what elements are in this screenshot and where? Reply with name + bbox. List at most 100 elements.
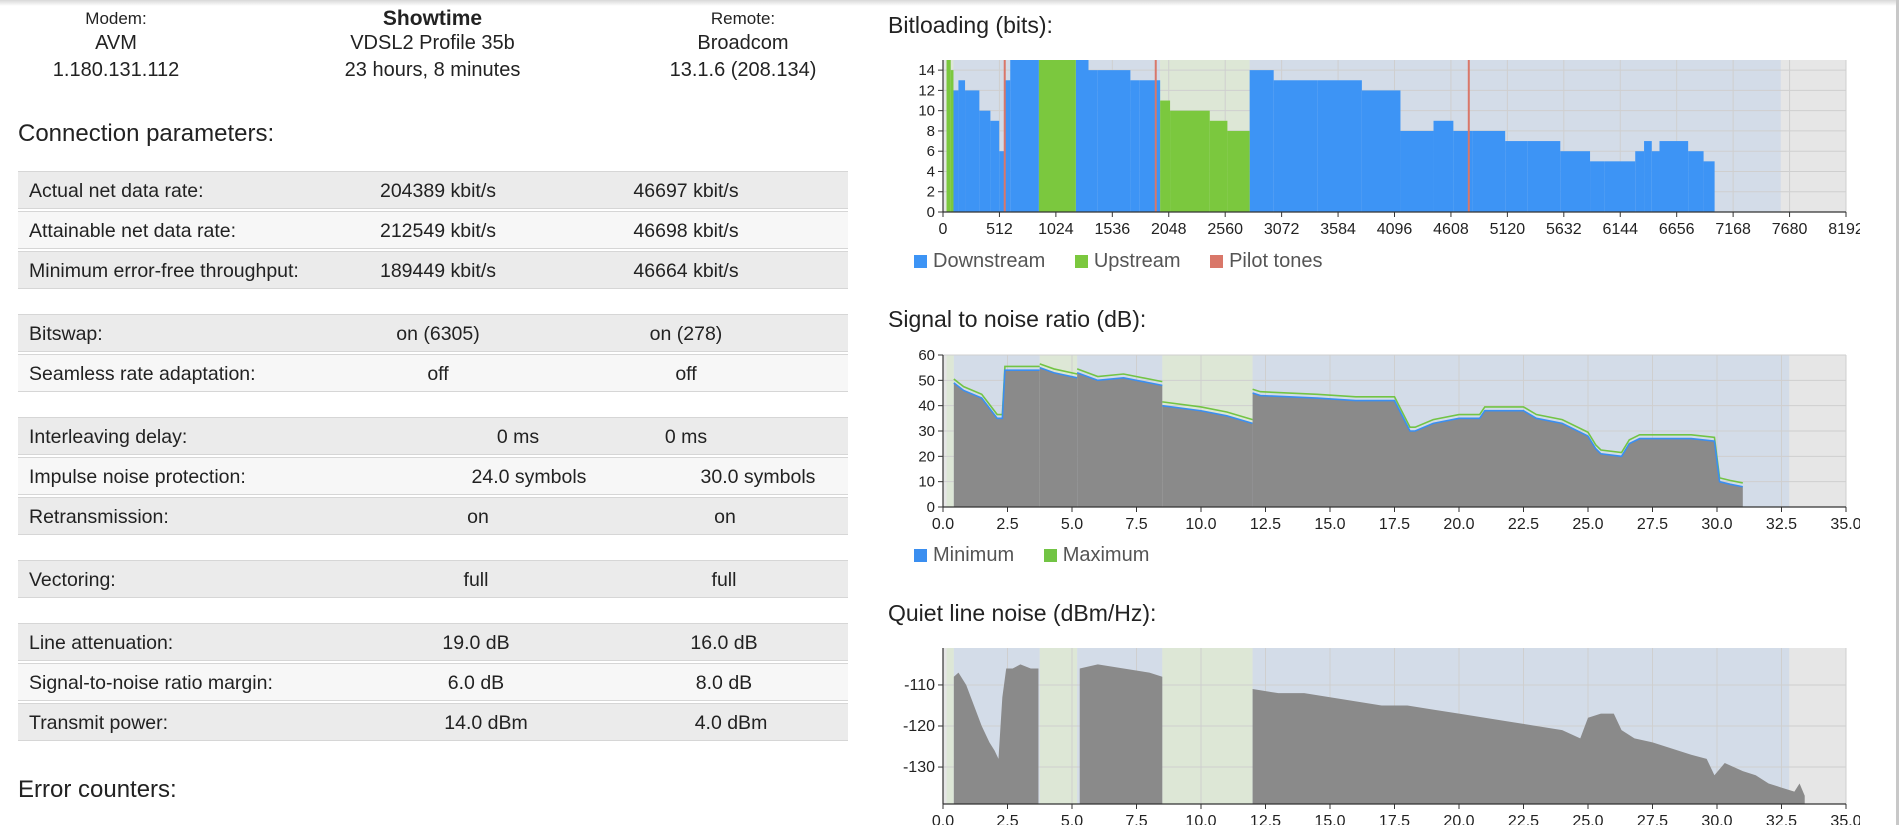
param-name: Attainable net data rate: (29, 220, 237, 242)
downstream-bar (1400, 130, 1434, 212)
bitloading-chart: 0 2 4 6 8 10 12 14 0 512 1024 1536 2048 2560 3072 3584 4… (918, 60, 1860, 238)
snr-area (953, 370, 1040, 507)
upstream-bar (946, 60, 951, 212)
param-name: Impulse noise protection: (29, 466, 246, 488)
y-tick-label: 2 (927, 184, 935, 201)
legend-downstream-label: Downstream (933, 250, 1046, 272)
param-downstream: 0 ms (496, 426, 540, 448)
snr-max-line (1039, 363, 1078, 375)
y-tick-label: 0 (927, 204, 935, 221)
x-tick-label: 2.5 (996, 516, 1018, 533)
snr-max-line (953, 365, 1040, 416)
downstream-bar (1433, 120, 1454, 212)
snr-chart: 0 10 20 30 40 50 60 0.0 2.5 5.0 7.5 10.0 12.5 15.0 17.… (918, 347, 1860, 533)
modem-vendor: AVM (95, 32, 137, 54)
downstream-bar (1659, 141, 1689, 212)
connection-parameters-heading: Connection parameters: (18, 120, 275, 147)
param-name: Transmit power: (29, 712, 169, 734)
x-tick-label: 2560 (1207, 221, 1243, 238)
x-tick-label: 12.5 (1250, 516, 1281, 533)
param-row: Interleaving delay: 0 ms 0 ms (18, 417, 848, 455)
downstream-bar (1088, 70, 1098, 212)
param-name: Vectoring: (29, 569, 116, 591)
param-downstream: 204389 kbit/s (379, 180, 496, 202)
y-tick-label: 0 (927, 499, 935, 516)
legend-downstream[interactable]: Downstream (914, 250, 1045, 273)
downstream-bar (999, 151, 1005, 212)
downstream-bar (1688, 151, 1704, 212)
param-upstream: 0 ms (664, 426, 708, 448)
upstream-bar (1209, 120, 1228, 212)
x-tick-label: 1536 (1095, 221, 1131, 238)
x-tick-label: 0 (939, 221, 948, 238)
y-tick-label: 6 (927, 143, 935, 160)
x-tick-label: 1024 (1038, 221, 1074, 238)
x-tick-label: 6144 (1602, 221, 1638, 238)
legend-maximum-label: Maximum (1062, 544, 1150, 566)
downstream-bar (1505, 141, 1528, 212)
x-tick-label: 6656 (1659, 221, 1695, 238)
x-tick-label: 0.0 (932, 516, 954, 533)
x-tick-label: 30.0 (1701, 516, 1732, 533)
x-tick-label: 27.5 (1637, 516, 1668, 533)
legend-maximum[interactable]: Maximum (1043, 544, 1150, 567)
x-tick-label: 3072 (1264, 221, 1300, 238)
param-name: Retransmission: (29, 506, 169, 528)
downstream-bar (979, 110, 991, 212)
legend-pilot-label: Pilot tones (1229, 250, 1323, 272)
y-tick-label: 40 (918, 398, 935, 415)
param-upstream: 4.0 dBm (694, 712, 768, 734)
param-row: Minimum error-free throughput: 189449 kb… (18, 251, 848, 289)
remote-vendor: Broadcom (697, 32, 789, 54)
param-upstream: 46698 kbit/s (633, 220, 739, 242)
param-row: Vectoring: full full (18, 560, 848, 598)
downstream-bar (958, 80, 966, 212)
top-shadow (0, 0, 1899, 6)
param-row: Transmit power: 14.0 dBm 4.0 dBm (18, 703, 848, 741)
downstream-bar (1361, 90, 1401, 212)
x-tick-label: 10.0 (1185, 516, 1216, 533)
snr-area (1039, 367, 1078, 507)
scrollbar[interactable] (1896, 0, 1899, 825)
param-upstream: off (675, 363, 697, 385)
modem-label: Modem: (85, 9, 147, 28)
y-tick-label: -110 (904, 677, 935, 694)
x-tick-label: 4096 (1377, 221, 1413, 238)
downstream-bar (990, 120, 1000, 212)
x-tick-label: 2048 (1151, 221, 1187, 238)
legend-pilot-tones[interactable]: Pilot tones (1210, 250, 1322, 273)
remote-version: 13.1.6 (208.134) (669, 59, 817, 81)
param-row: Bitswap: on (6305) on (278) (18, 314, 848, 352)
bitloading-title: Bitloading (bits): (888, 12, 1053, 38)
noise-title: Quiet line noise (dBm/Hz): (888, 600, 1157, 626)
param-upstream: 46664 kbit/s (633, 260, 739, 282)
y-tick-label: -130 (903, 759, 935, 776)
legend-upstream[interactable]: Upstream (1074, 250, 1181, 273)
uptime: 23 hours, 8 minutes (344, 59, 521, 81)
snr-min-line (1039, 366, 1078, 379)
snr-max-line (1076, 368, 1163, 383)
param-upstream: full (711, 569, 737, 591)
x-tick-label: 5.0 (1061, 516, 1083, 533)
snr-area (1162, 405, 1253, 507)
x-tick-label: 35.0 (1830, 516, 1860, 533)
downstream-bar (1560, 151, 1591, 212)
param-name: Bitswap: (29, 323, 103, 345)
param-row: Retransmission: on on (18, 497, 848, 535)
x-tick-label: 25.0 (1572, 516, 1603, 533)
param-upstream: 8.0 dB (695, 672, 753, 694)
upstream-bar (1038, 60, 1076, 212)
legend-pilot-swatch (1210, 255, 1224, 268)
param-row: Impulse noise protection: 24.0 symbols 3… (18, 457, 848, 495)
snr-min-line (1252, 392, 1743, 488)
y-tick-label: 60 (918, 347, 935, 364)
snr-min-line (1076, 371, 1163, 387)
x-tick-label: 32.5 (1766, 516, 1797, 533)
error-counters-heading: Error counters: (18, 776, 177, 803)
param-upstream: on (278) (649, 323, 723, 345)
x-tick-label: 7.5 (1125, 516, 1147, 533)
downstream-bar (1130, 80, 1140, 212)
legend-downstream-swatch (914, 255, 927, 268)
legend-minimum[interactable]: Minimum (914, 544, 1014, 567)
param-upstream: 46697 kbit/s (633, 180, 739, 202)
